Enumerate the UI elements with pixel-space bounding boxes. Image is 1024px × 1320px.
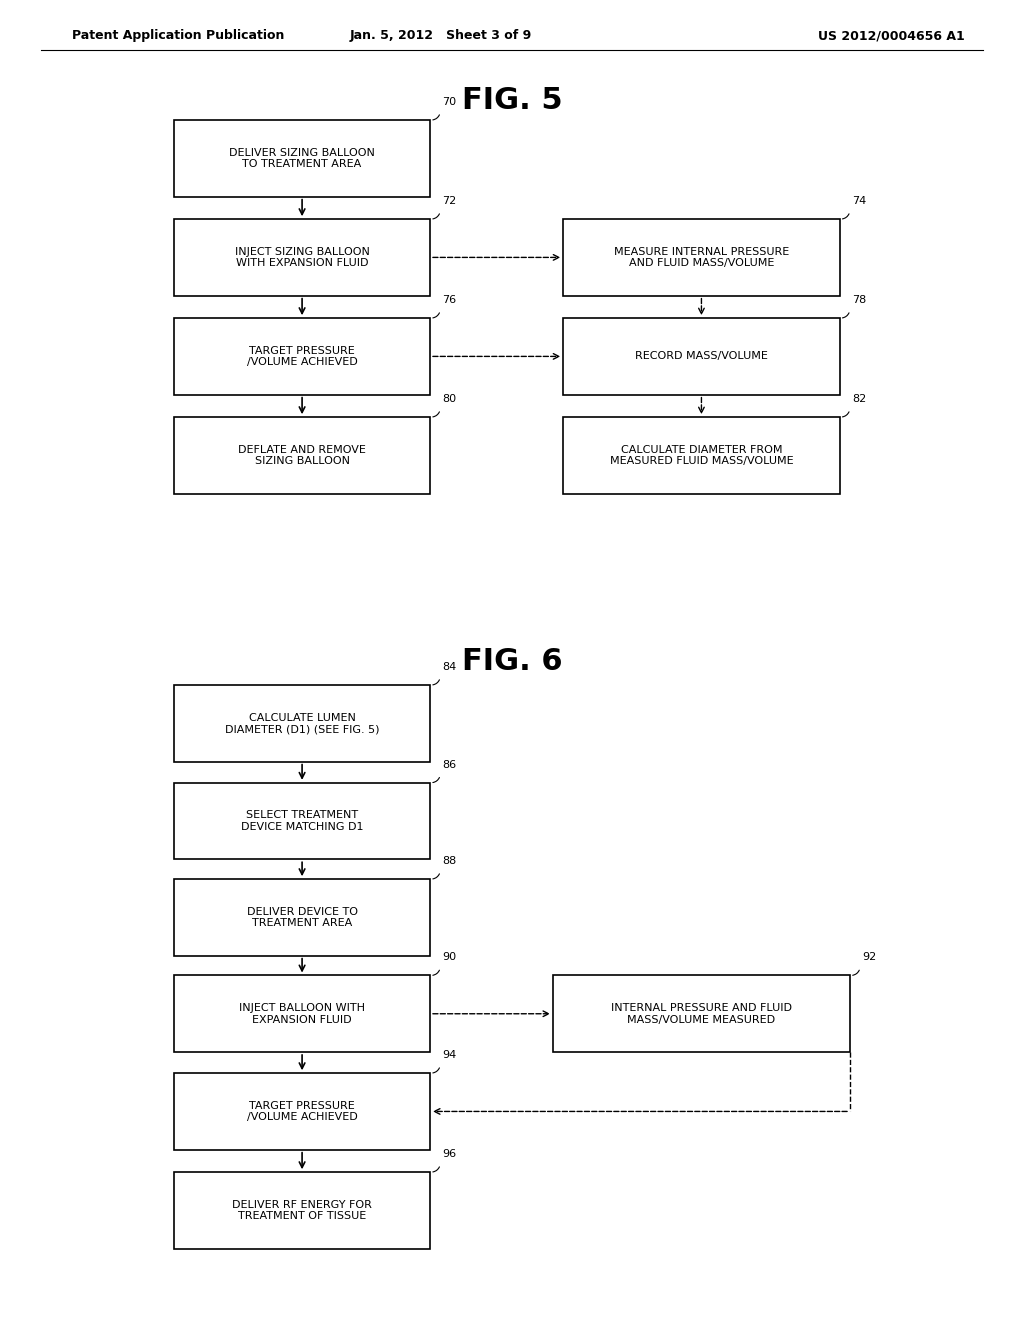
FancyBboxPatch shape [553, 975, 850, 1052]
Text: SELECT TREATMENT
DEVICE MATCHING D1: SELECT TREATMENT DEVICE MATCHING D1 [241, 810, 364, 832]
Text: DELIVER DEVICE TO
TREATMENT AREA: DELIVER DEVICE TO TREATMENT AREA [247, 907, 357, 928]
Text: CALCULATE DIAMETER FROM
MEASURED FLUID MASS/VOLUME: CALCULATE DIAMETER FROM MEASURED FLUID M… [609, 445, 794, 466]
Text: DEFLATE AND REMOVE
SIZING BALLOON: DEFLATE AND REMOVE SIZING BALLOON [239, 445, 366, 466]
Text: TARGET PRESSURE
/VOLUME ACHIEVED: TARGET PRESSURE /VOLUME ACHIEVED [247, 346, 357, 367]
Text: FIG. 5: FIG. 5 [462, 86, 562, 115]
Text: 70: 70 [442, 96, 457, 107]
FancyBboxPatch shape [563, 219, 840, 296]
FancyBboxPatch shape [174, 318, 430, 395]
Text: 74: 74 [852, 195, 866, 206]
FancyBboxPatch shape [174, 417, 430, 494]
Text: INJECT SIZING BALLOON
WITH EXPANSION FLUID: INJECT SIZING BALLOON WITH EXPANSION FLU… [234, 247, 370, 268]
Text: 76: 76 [442, 294, 457, 305]
Text: INTERNAL PRESSURE AND FLUID
MASS/VOLUME MEASURED: INTERNAL PRESSURE AND FLUID MASS/VOLUME … [611, 1003, 792, 1024]
Text: 94: 94 [442, 1049, 457, 1060]
FancyBboxPatch shape [174, 1172, 430, 1249]
Text: CALCULATE LUMEN
DIAMETER (D1) (SEE FIG. 5): CALCULATE LUMEN DIAMETER (D1) (SEE FIG. … [225, 713, 379, 734]
Text: DELIVER RF ENERGY FOR
TREATMENT OF TISSUE: DELIVER RF ENERGY FOR TREATMENT OF TISSU… [232, 1200, 372, 1221]
Text: TARGET PRESSURE
/VOLUME ACHIEVED: TARGET PRESSURE /VOLUME ACHIEVED [247, 1101, 357, 1122]
Text: 92: 92 [862, 952, 877, 962]
FancyBboxPatch shape [174, 975, 430, 1052]
Text: MEASURE INTERNAL PRESSURE
AND FLUID MASS/VOLUME: MEASURE INTERNAL PRESSURE AND FLUID MASS… [613, 247, 790, 268]
Text: 88: 88 [442, 855, 457, 866]
Text: RECORD MASS/VOLUME: RECORD MASS/VOLUME [635, 351, 768, 362]
Text: 80: 80 [442, 393, 457, 404]
FancyBboxPatch shape [174, 783, 430, 859]
Text: 90: 90 [442, 952, 457, 962]
Text: US 2012/0004656 A1: US 2012/0004656 A1 [817, 29, 965, 42]
Text: 82: 82 [852, 393, 866, 404]
Text: 96: 96 [442, 1148, 457, 1159]
Text: 78: 78 [852, 294, 866, 305]
FancyBboxPatch shape [174, 219, 430, 296]
Text: INJECT BALLOON WITH
EXPANSION FLUID: INJECT BALLOON WITH EXPANSION FLUID [239, 1003, 366, 1024]
FancyBboxPatch shape [174, 879, 430, 956]
FancyBboxPatch shape [174, 685, 430, 762]
FancyBboxPatch shape [174, 120, 430, 197]
FancyBboxPatch shape [563, 417, 840, 494]
FancyBboxPatch shape [174, 1073, 430, 1150]
FancyBboxPatch shape [563, 318, 840, 395]
Text: DELIVER SIZING BALLOON
TO TREATMENT AREA: DELIVER SIZING BALLOON TO TREATMENT AREA [229, 148, 375, 169]
Text: Patent Application Publication: Patent Application Publication [72, 29, 284, 42]
Text: 86: 86 [442, 759, 457, 770]
Text: Jan. 5, 2012   Sheet 3 of 9: Jan. 5, 2012 Sheet 3 of 9 [349, 29, 531, 42]
Text: 72: 72 [442, 195, 457, 206]
Text: 84: 84 [442, 661, 457, 672]
Text: FIG. 6: FIG. 6 [462, 647, 562, 676]
